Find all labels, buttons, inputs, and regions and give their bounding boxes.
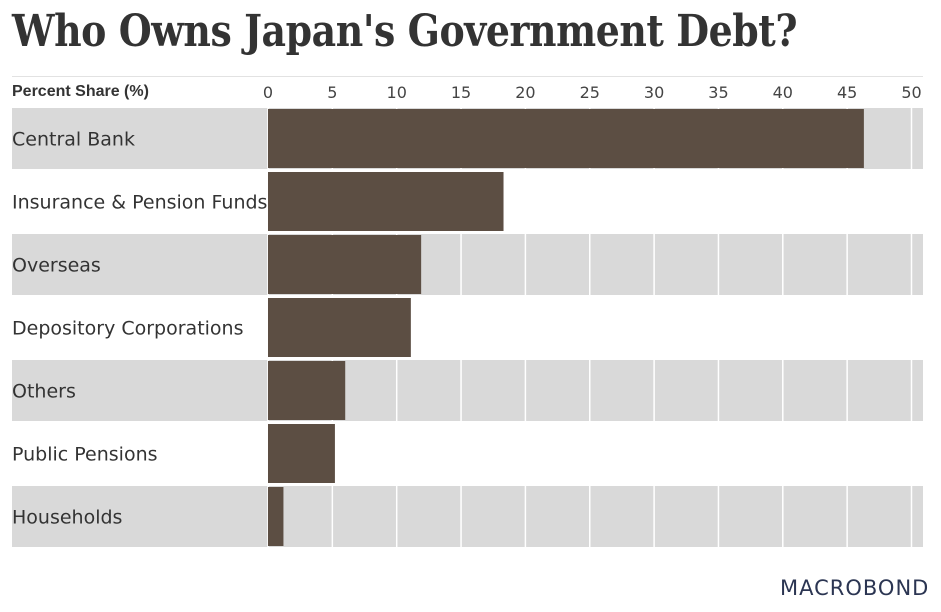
axis-label: Percent Share (%) bbox=[12, 83, 149, 100]
tick-label: 20 bbox=[515, 83, 535, 102]
row-band bbox=[12, 486, 923, 547]
macrobond-logo: MACROBOND bbox=[780, 576, 930, 600]
category-label: Public Pensions bbox=[12, 444, 158, 466]
bar bbox=[268, 172, 504, 231]
category-label: Central Bank bbox=[12, 129, 135, 151]
category-labels: Central Bank Insurance & Pension Funds Ove… bbox=[12, 129, 267, 529]
tick-labels: 0 5 10 15 20 25 30 35 40 45 50 bbox=[263, 83, 922, 102]
tick-label: 30 bbox=[644, 83, 664, 102]
tick-label: 25 bbox=[580, 83, 600, 102]
bar bbox=[268, 424, 335, 483]
category-label: Overseas bbox=[12, 255, 101, 277]
tick-label: 45 bbox=[837, 83, 857, 102]
bar bbox=[268, 298, 411, 357]
row-band bbox=[12, 360, 923, 421]
bar bbox=[268, 109, 864, 168]
bars bbox=[268, 109, 864, 546]
title-divider bbox=[12, 76, 923, 77]
bar bbox=[268, 361, 346, 420]
category-label: Households bbox=[12, 507, 122, 529]
tick-label: 0 bbox=[263, 83, 273, 102]
category-label: Depository Corporations bbox=[12, 318, 244, 340]
tick-label: 5 bbox=[327, 83, 337, 102]
chart-title: Who Owns Japan's Government Debt? bbox=[12, 6, 798, 57]
bar bbox=[268, 487, 284, 546]
tick-label: 15 bbox=[451, 83, 471, 102]
category-label: Insurance & Pension Funds bbox=[12, 192, 267, 214]
tick-label: 40 bbox=[773, 83, 793, 102]
tick-label: 50 bbox=[901, 83, 921, 102]
tick-label: 35 bbox=[708, 83, 728, 102]
bar bbox=[268, 235, 422, 294]
category-label: Others bbox=[12, 381, 76, 403]
tick-label: 10 bbox=[387, 83, 407, 102]
row-band bbox=[12, 234, 923, 295]
